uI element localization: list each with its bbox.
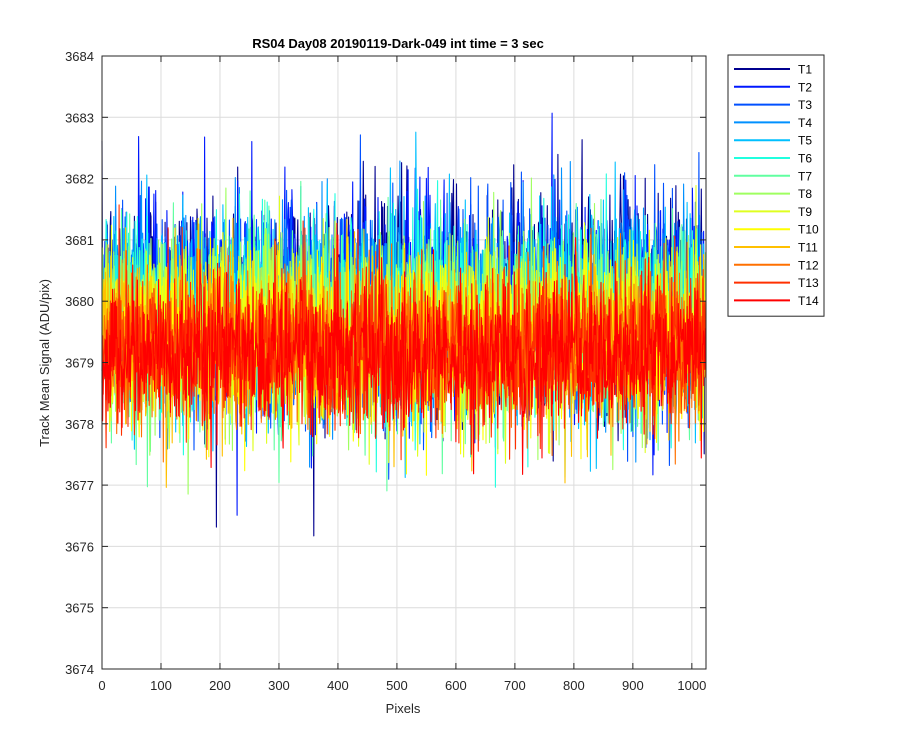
legend-label: T14 (798, 294, 819, 308)
legend-label: T10 (798, 223, 819, 237)
x-tick-label: 0 (98, 678, 105, 693)
x-tick-label: 500 (386, 678, 408, 693)
y-tick-label: 3683 (65, 110, 94, 125)
series-line-T14 (101, 234, 706, 475)
legend-label: T2 (798, 80, 812, 94)
x-tick-label: 300 (268, 678, 290, 693)
x-tick-label: 700 (504, 678, 526, 693)
y-tick-label: 3681 (65, 233, 94, 248)
legend-label: T11 (798, 241, 818, 255)
x-tick-label: 600 (445, 678, 467, 693)
chart-title: RS04 Day08 20190119-Dark-049 int time = … (252, 36, 544, 51)
x-axis: 0 100 200 300 400 500 600 700 800 900 1000 (98, 56, 706, 693)
y-tick-label: 3674 (65, 662, 94, 677)
legend-label: T5 (798, 134, 812, 148)
y-tick-label: 3684 (65, 49, 94, 64)
x-axis-label: Pixels (386, 701, 421, 716)
series-layer (101, 112, 706, 537)
legend-label: T13 (798, 276, 819, 290)
y-axis: 3674 3675 3676 3677 3678 3679 3680 3681 3682 3683… (65, 49, 706, 677)
legend: T1 T2 T3 T4 T5 T6 T7 T8 T9 T10 T11 T12 T13 T14 (727, 54, 825, 317)
x-tick-label: 800 (563, 678, 585, 693)
legend-label: T7 (798, 169, 812, 183)
y-tick-label: 3676 (65, 539, 94, 554)
y-tick-label: 3675 (65, 601, 94, 616)
legend-label: T9 (798, 205, 812, 219)
y-tick-label: 3678 (65, 417, 94, 432)
legend-label: T6 (798, 152, 812, 166)
y-tick-label: 3677 (65, 478, 94, 493)
x-tick-label: 1000 (677, 678, 706, 693)
x-tick-label: 200 (209, 678, 231, 693)
y-tick-label: 3682 (65, 172, 94, 187)
legend-label: T1 (798, 63, 812, 77)
x-tick-label: 100 (150, 678, 172, 693)
x-tick-label: 900 (622, 678, 644, 693)
x-tick-label: 400 (327, 678, 349, 693)
y-axis-label: Track Mean Signal (ADU/pix) (37, 279, 52, 447)
y-tick-label: 3680 (65, 294, 94, 309)
legend-label: T8 (798, 187, 812, 201)
legend-box (727, 54, 825, 317)
y-tick-label: 3679 (65, 356, 94, 371)
legend-label: T4 (798, 116, 812, 130)
legend-label: T3 (798, 98, 812, 112)
legend-label: T12 (798, 258, 819, 272)
